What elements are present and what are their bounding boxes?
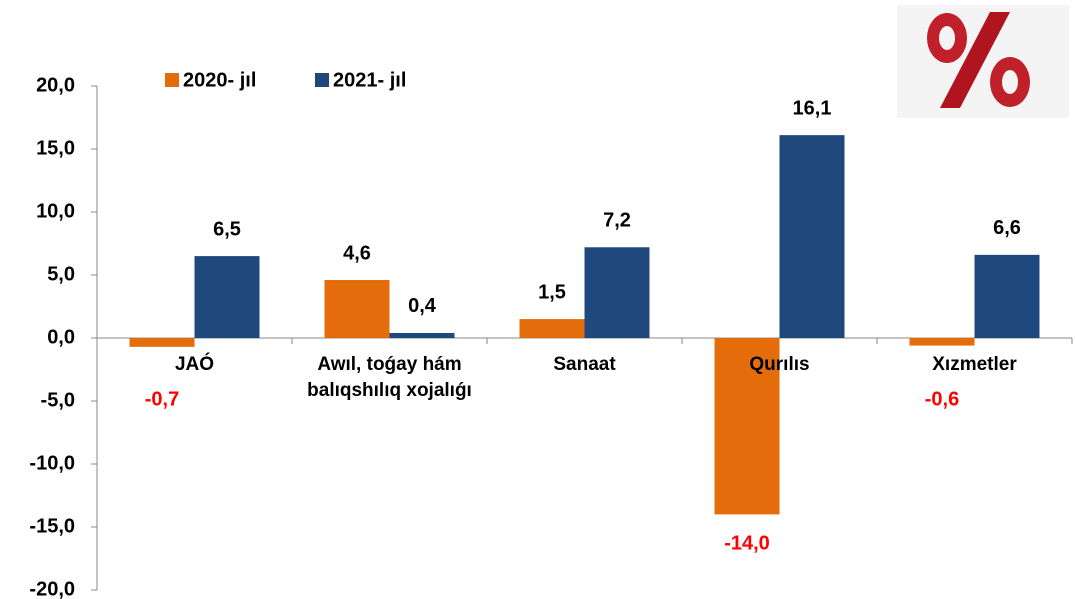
x-tick-label: Sanaat <box>553 354 616 375</box>
y-tick-label: 15,0 <box>36 137 75 159</box>
value-label: 4,6 <box>343 242 371 264</box>
y-tick-label: 0,0 <box>47 326 75 348</box>
bar <box>389 332 455 338</box>
legend-label: 2020- jıl <box>183 69 256 91</box>
value-label: -0,6 <box>925 388 959 410</box>
bar <box>779 135 845 338</box>
value-label: -0,7 <box>145 388 179 410</box>
y-tick-label: 20,0 <box>36 74 75 96</box>
bar <box>974 254 1040 338</box>
legend-swatch <box>315 73 329 87</box>
value-label: 7,2 <box>603 210 631 232</box>
x-tick-label: Xızmetler <box>932 354 1017 375</box>
value-label: 6,5 <box>213 218 241 240</box>
value-label: 16,1 <box>793 97 832 119</box>
value-label: 1,5 <box>538 281 566 303</box>
y-tick-label: -5,0 <box>41 389 75 411</box>
bar <box>519 319 585 338</box>
bar <box>714 338 780 515</box>
y-tick-label: 5,0 <box>47 263 75 285</box>
value-label: 0,4 <box>408 295 437 317</box>
percent-icon <box>897 5 1069 118</box>
bar <box>129 338 195 347</box>
y-tick-label: -15,0 <box>29 515 75 537</box>
x-tick-label: Qurılıs <box>749 354 810 375</box>
y-tick-label: 10,0 <box>36 200 75 222</box>
x-tick-label: Awıl, toǵay hám balıqshılıq xojalıǵı <box>307 354 472 401</box>
y-tick-label: -20,0 <box>29 578 75 599</box>
legend-swatch <box>165 73 179 87</box>
bar <box>584 247 650 338</box>
bar <box>194 256 260 338</box>
legend-label: 2021- jıl <box>333 69 406 91</box>
value-label: -14,0 <box>724 533 770 555</box>
bar <box>909 338 975 346</box>
x-tick-label: JAÓ <box>174 354 215 375</box>
bar <box>324 280 390 338</box>
value-label: 6,6 <box>993 217 1021 239</box>
y-tick-label: -10,0 <box>29 452 75 474</box>
